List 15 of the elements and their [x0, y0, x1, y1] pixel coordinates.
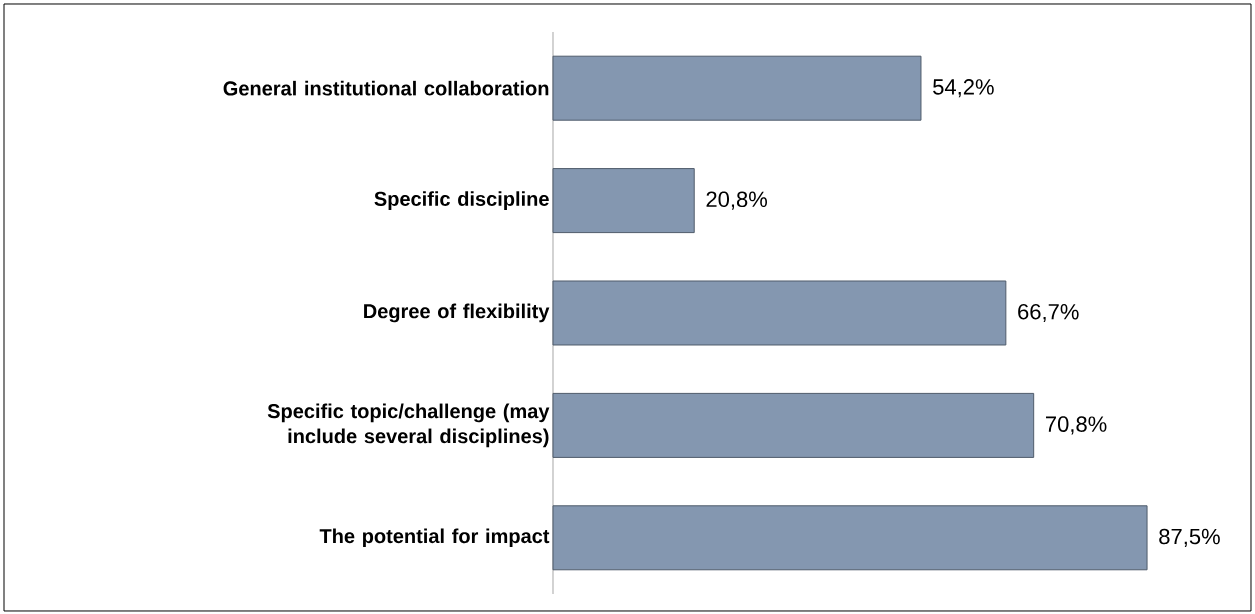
- y-tick-label: Specific topic/challenge (may include several disciplines): [267, 403, 550, 448]
- data-label: 87,5%: [1159, 528, 1220, 547]
- y-tick-label: General institutional collaboration: [223, 80, 549, 96]
- bar: [552, 168, 695, 234]
- bar: [552, 392, 1035, 458]
- y-tick-label: The potential for impact: [319, 528, 550, 548]
- bar: [552, 55, 922, 121]
- data-label: 54,2%: [933, 79, 994, 98]
- data-label: 70,8%: [1046, 416, 1107, 435]
- y-tick-label: Degree of flexibility: [364, 303, 550, 323]
- bar: [552, 280, 1007, 346]
- y-tick-label: Specific discipline: [374, 191, 549, 210]
- data-label: 20,8%: [706, 191, 768, 210]
- bar: [552, 505, 1148, 571]
- data-label: 66,7%: [1018, 303, 1079, 323]
